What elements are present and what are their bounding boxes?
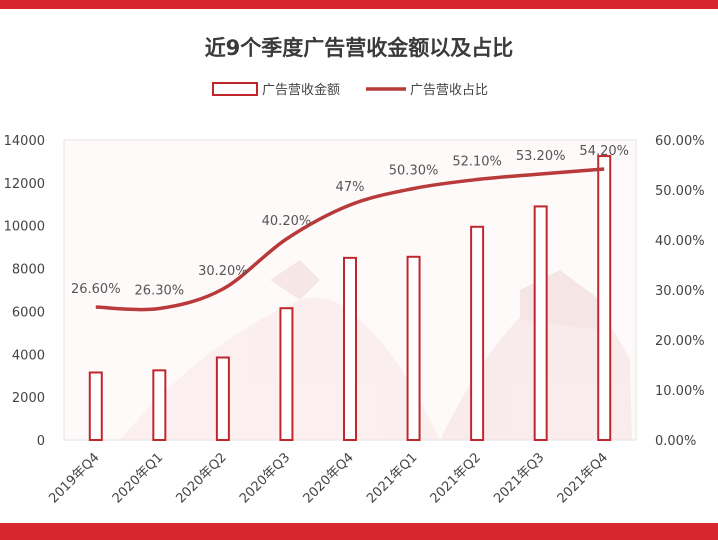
right-tick-label: 0.00%	[655, 434, 696, 449]
right-tick-label: 20.00%	[655, 334, 705, 349]
bar	[279, 307, 294, 442]
x-tick-label: 2020年Q3	[237, 450, 293, 506]
x-tick-label: 2019年Q4	[46, 450, 102, 506]
right-tick-label: 60.00%	[655, 134, 705, 149]
top-accent-bar	[0, 0, 718, 9]
legend: 广告营收金额 广告营收占比	[212, 82, 488, 98]
line-series: 26.60% 26.30% 30.20% 40.20% 47% 50.30% 52.10% 5…	[71, 144, 629, 312]
x-tick-label: 2021年Q1	[364, 450, 420, 506]
left-tick-label: 14000	[4, 134, 45, 149]
left-tick-label: 10000	[4, 220, 45, 235]
series-line	[95, 167, 605, 312]
left-axis: 0 2000 4000 6000 8000 10000 12000 14000	[4, 134, 45, 449]
bar-series	[88, 155, 612, 442]
left-tick-label: 2000	[12, 391, 45, 406]
right-axis: 0.00% 10.00% 20.00% 30.00% 40.00% 50.00% 60.00…	[655, 134, 705, 449]
x-tick-label: 2021年Q2	[428, 450, 484, 506]
data-label: 30.20%	[198, 264, 248, 279]
data-label: 52.10%	[452, 155, 502, 170]
bar	[343, 256, 357, 441]
data-label: 50.30%	[389, 164, 439, 179]
bar	[215, 356, 230, 441]
data-label: 26.60%	[71, 282, 121, 297]
left-tick-label: 0	[37, 434, 45, 449]
bar	[406, 255, 421, 441]
chart-title: 近9个季度广告营收金额以及占比	[205, 36, 514, 60]
bar	[533, 205, 548, 441]
bar	[597, 155, 612, 441]
left-tick-label: 6000	[12, 305, 45, 320]
legend-label-bar: 广告营收金额	[262, 82, 340, 98]
x-axis: 2019年Q4 2020年Q1 2020年Q2 2020年Q3 2020年Q4 2021年…	[46, 450, 611, 506]
bar	[152, 369, 167, 442]
chart: 近9个季度广告营收金额以及占比 广告营收金额 广告营收占比 0 2000 4000 6…	[4, 36, 705, 507]
right-tick-label: 30.00%	[655, 284, 705, 299]
x-tick-label: 2020年Q4	[301, 450, 357, 506]
x-tick-label: 2020年Q1	[110, 450, 166, 506]
legend-label-line: 广告营收占比	[410, 83, 488, 98]
data-label: 47%	[336, 180, 365, 195]
right-tick-label: 10.00%	[655, 384, 705, 399]
left-tick-label: 4000	[12, 348, 45, 363]
bar	[88, 371, 103, 441]
x-tick-label: 2020年Q2	[173, 450, 229, 506]
legend-swatch-bar	[212, 82, 258, 96]
data-label: 26.30%	[135, 284, 185, 299]
data-label: 53.20%	[516, 149, 566, 164]
left-tick-label: 12000	[4, 177, 45, 192]
right-tick-label: 40.00%	[655, 234, 705, 249]
bar	[470, 225, 485, 441]
bottom-accent-bar	[0, 523, 718, 540]
right-tick-label: 50.00%	[655, 184, 705, 199]
data-label: 40.20%	[262, 214, 312, 229]
left-tick-label: 8000	[12, 263, 45, 278]
data-label: 54.20%	[579, 144, 629, 159]
x-tick-label: 2021年Q3	[491, 450, 547, 506]
x-tick-label: 2021年Q4	[555, 450, 611, 506]
